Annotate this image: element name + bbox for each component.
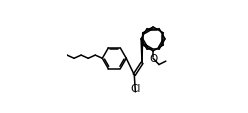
Text: O: O: [149, 54, 157, 64]
Text: Cl: Cl: [131, 83, 141, 93]
